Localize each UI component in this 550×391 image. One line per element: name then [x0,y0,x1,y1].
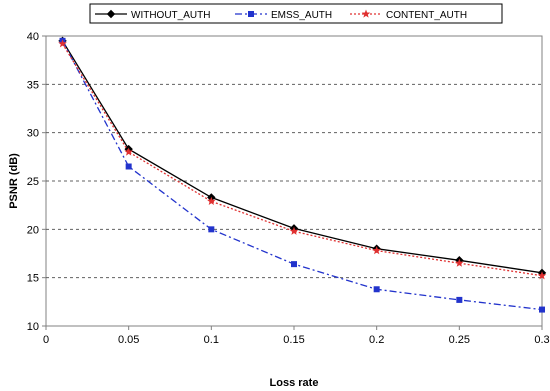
x-tick-label: 0.1 [204,334,219,346]
y-axis-title: PSNR (dB) [8,153,20,209]
data-point-content-auth [124,147,133,156]
data-point-content-auth [372,246,381,255]
y-tick-label: 10 [27,321,39,333]
x-axis-title: Loss rate [270,377,319,389]
y-tick-label: 15 [27,273,39,285]
data-point-emss-auth [208,226,215,233]
series-group [58,36,547,313]
legend-box [89,3,503,24]
x-tick-label: 0 [43,334,49,346]
legend: WITHOUT_AUTH EMSS_AUTH CONTENT_AUTH [89,3,503,24]
legend-label-emss-auth: EMSS_AUTH [271,10,332,21]
x-tick-label: 0.25 [449,334,470,346]
y-tick-label: 25 [27,176,39,188]
legend-marker-without-auth [106,9,116,19]
x-tick-label: 0.2 [369,334,384,346]
axes [42,35,543,330]
y-tick-label: 30 [27,128,39,140]
legend-items: WITHOUT_AUTH EMSS_AUTH CONTENT_AUTH [95,9,467,21]
y-tick-labels: 10 15 20 25 30 35 40 [27,31,39,333]
x-tick-label: 0.3 [534,334,549,346]
data-point-content-auth [455,258,464,267]
legend-label-content-auth: CONTENT_AUTH [386,10,467,21]
x-tick-labels: 0 0.05 0.1 0.15 0.2 0.25 0.3 [43,334,550,346]
data-point-emss-auth [125,163,132,170]
x-tick-label: 0.15 [283,334,304,346]
data-point-content-auth [58,39,67,48]
legend-label-without-auth: WITHOUT_AUTH [131,10,210,21]
data-point-content-auth [289,226,299,235]
y-tick-label: 35 [27,79,39,91]
data-point-emss-auth [291,261,297,268]
y-tick-label: 40 [27,31,39,43]
legend-marker-content-auth [361,9,371,18]
data-point-emss-auth [373,286,380,293]
data-point-emss-auth [456,296,463,303]
y-tick-label: 20 [27,224,39,236]
legend-marker-emss-auth [248,11,254,17]
data-point-content-auth [537,271,547,280]
data-point-emss-auth [539,306,545,313]
data-point-content-auth [207,196,216,205]
x-tick-label: 0.05 [118,334,139,346]
